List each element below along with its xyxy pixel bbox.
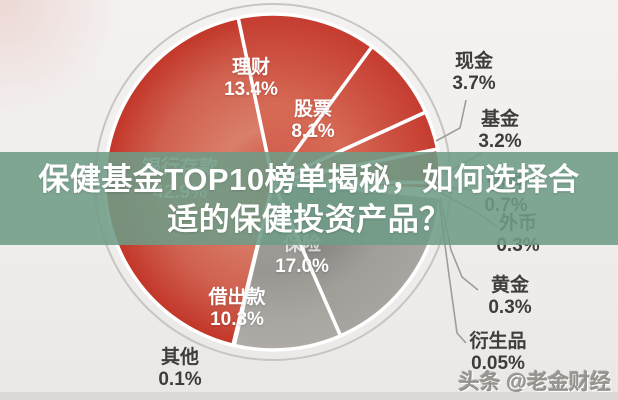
bottom-edge-strip (0, 392, 618, 400)
headline-line-1: 保健基金TOP10榜单揭秘，如何选择合 (38, 162, 580, 197)
watermark-platform: 头条 (458, 371, 501, 394)
headline-line-2: 适的保健投资产品？ (167, 202, 451, 237)
callout-label-jijin: 基金 3.2% (478, 109, 522, 152)
watermark-account: @老金财经 (506, 371, 611, 394)
slice-label-licai: 理财 13.4% (224, 57, 278, 100)
callout-label-yanshengpin: 衍生品 0.05% (469, 331, 527, 374)
watermark: 头条 @老金财经 (459, 366, 611, 396)
slice-label-gupiao: 股票 8.1% (291, 99, 335, 142)
leader-line-xianjin (435, 99, 467, 142)
callout-label-qita: 其他 0.1% (158, 347, 202, 390)
callout-label-xianjin: 现金 3.7% (452, 51, 496, 94)
slice-jiechukuan (232, 180, 343, 352)
slice-label-jiechukuan: 借出款 10.3% (208, 287, 266, 330)
callout-label-huangjin: 黄金 0.3% (488, 275, 532, 318)
headline-banner: 保健基金TOP10榜单揭秘，如何选择合 适的保健投资产品？ (0, 152, 618, 245)
slice-licai (236, 12, 374, 184)
headline-text: 保健基金TOP10榜单揭秘，如何选择合 适的保健投资产品？ (0, 152, 618, 240)
